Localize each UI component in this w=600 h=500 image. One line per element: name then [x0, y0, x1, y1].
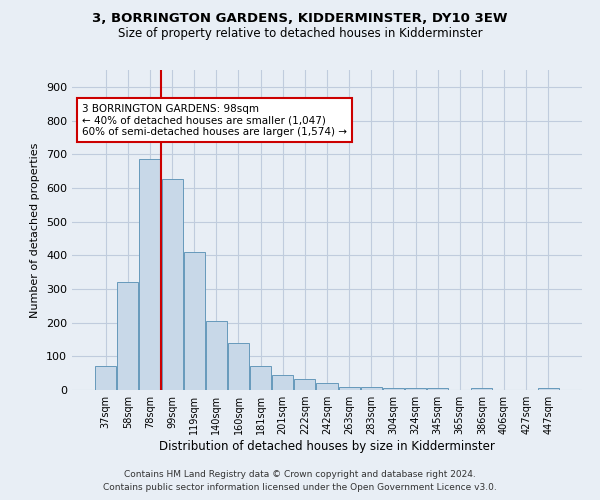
- Bar: [295, 379, 316, 390]
- Bar: [361, 386, 382, 390]
- Bar: [228, 343, 249, 390]
- Bar: [405, 388, 426, 390]
- Bar: [427, 388, 448, 390]
- Bar: [139, 160, 160, 390]
- Text: Contains public sector information licensed under the Open Government Licence v3: Contains public sector information licen…: [103, 484, 497, 492]
- Text: Contains HM Land Registry data © Crown copyright and database right 2024.: Contains HM Land Registry data © Crown c…: [124, 470, 476, 479]
- Bar: [538, 388, 559, 390]
- Bar: [472, 388, 493, 390]
- Text: 3 BORRINGTON GARDENS: 98sqm
← 40% of detached houses are smaller (1,047)
60% of : 3 BORRINGTON GARDENS: 98sqm ← 40% of det…: [82, 104, 347, 137]
- Y-axis label: Number of detached properties: Number of detached properties: [31, 142, 40, 318]
- Bar: [338, 386, 359, 390]
- Bar: [118, 282, 139, 390]
- Bar: [206, 321, 227, 390]
- Bar: [272, 375, 293, 390]
- X-axis label: Distribution of detached houses by size in Kidderminster: Distribution of detached houses by size …: [159, 440, 495, 453]
- Bar: [95, 366, 116, 390]
- Bar: [383, 388, 404, 390]
- Text: 3, BORRINGTON GARDENS, KIDDERMINSTER, DY10 3EW: 3, BORRINGTON GARDENS, KIDDERMINSTER, DY…: [92, 12, 508, 26]
- Bar: [250, 366, 271, 390]
- Bar: [184, 252, 205, 390]
- Bar: [161, 180, 182, 390]
- Text: Size of property relative to detached houses in Kidderminster: Size of property relative to detached ho…: [118, 28, 482, 40]
- Bar: [316, 384, 338, 390]
